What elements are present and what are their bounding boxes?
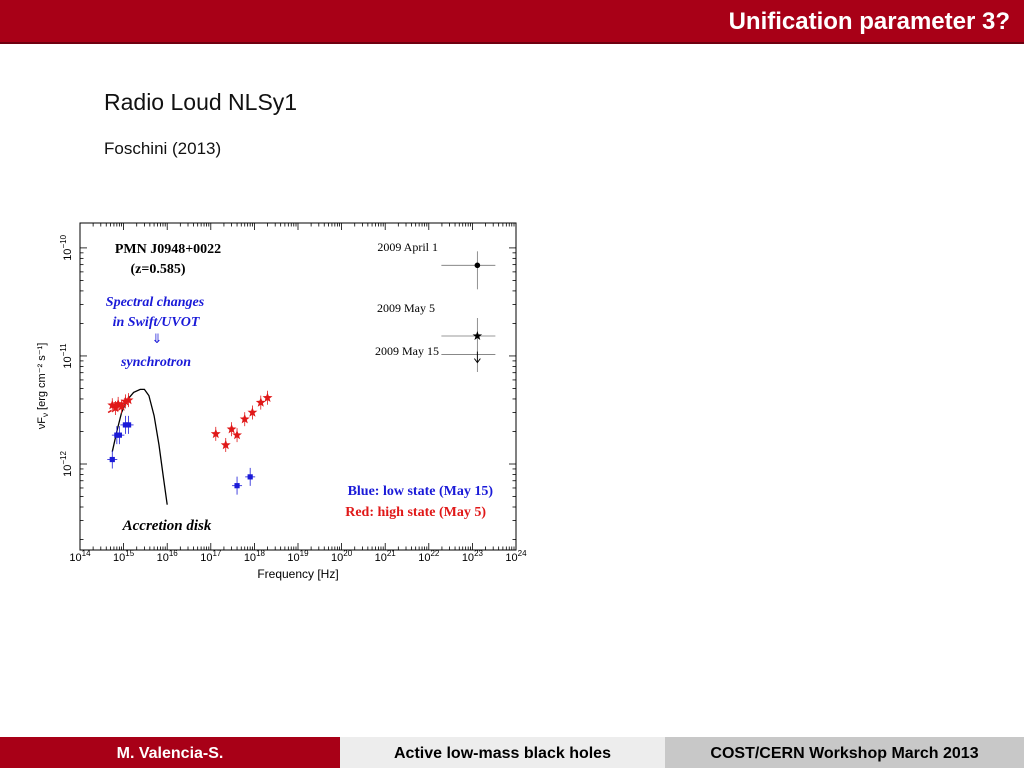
high-state-point bbox=[220, 439, 231, 450]
low-state-point bbox=[234, 483, 240, 489]
y-axis-label: νFν [erg cm⁻² s⁻¹] bbox=[36, 343, 50, 430]
axis-ticks bbox=[79, 223, 517, 550]
footer: M. Valencia-S. Active low-mass black hol… bbox=[0, 737, 1024, 768]
footer-author: M. Valencia-S. bbox=[0, 737, 340, 768]
y-tick-label: 10−10 bbox=[59, 234, 74, 260]
footer-event: COST/CERN Workshop March 2013 bbox=[665, 737, 1024, 768]
low-state-point bbox=[125, 422, 132, 428]
sed-chart: 1014 1015 1016 1017 1018 1019 1020 1021 1022 1023… bbox=[36, 222, 527, 581]
high-state-point bbox=[255, 397, 266, 407]
plot-frame bbox=[79, 222, 517, 551]
slide-heading: Radio Loud NLSy1 bbox=[104, 89, 298, 115]
x-tick-label: 1015 bbox=[113, 549, 135, 564]
y-tick-label: 10−12 bbox=[59, 451, 74, 477]
annotation-swift-uvot: in Swift/UVOT bbox=[113, 315, 201, 330]
legend-upper-limit-arrow bbox=[474, 358, 481, 364]
high-state-label: Red: high state (May 5) bbox=[345, 505, 486, 520]
low-state-points bbox=[107, 415, 256, 495]
low-state-point bbox=[109, 456, 115, 463]
x-tick-label: 1017 bbox=[200, 549, 222, 564]
legend-markers bbox=[441, 251, 496, 372]
x-tick-label: 1021 bbox=[375, 549, 397, 564]
legend-marker-star bbox=[472, 331, 483, 340]
high-state-point bbox=[239, 414, 250, 424]
legend-label-may-5: 2009 May 5 bbox=[377, 301, 435, 315]
high-state-point bbox=[210, 428, 221, 439]
y-tick-label: 10−11 bbox=[59, 343, 74, 369]
accretion-disk-curve bbox=[111, 388, 168, 505]
low-state-point bbox=[116, 432, 122, 438]
annotation-spectral-changes: Spectral changes bbox=[106, 295, 205, 310]
x-tick-label: 1023 bbox=[462, 549, 484, 564]
x-tick-label: 1016 bbox=[157, 549, 179, 564]
source-redshift: (z=0.585) bbox=[130, 262, 185, 277]
title-bar: Unification parameter 3? bbox=[0, 0, 1024, 44]
y-tick-labels: 10−10 10−11 10−12 bbox=[59, 234, 74, 476]
x-tick-labels: 1014 1015 1016 1017 1018 1019 1020 1021 1022 1023… bbox=[69, 549, 527, 564]
x-tick-label: 1024 bbox=[505, 549, 527, 564]
high-state-point bbox=[107, 400, 118, 410]
legend-marker-circle bbox=[474, 262, 481, 269]
low-state-point bbox=[247, 474, 253, 480]
x-axis-label: Frequency [Hz] bbox=[257, 567, 338, 581]
legend-label-may-15: 2009 May 15 bbox=[375, 344, 439, 358]
arrow-icon: ⇓ bbox=[152, 331, 163, 346]
high-state-points bbox=[107, 390, 273, 452]
x-tick-label: 1018 bbox=[244, 549, 266, 564]
source-name: PMN J0948+0022 bbox=[115, 242, 221, 257]
low-state-label: Blue: low state (May 15) bbox=[348, 484, 494, 499]
legend-label-april-1: 2009 April 1 bbox=[377, 240, 438, 254]
x-tick-label: 1019 bbox=[287, 549, 309, 564]
high-state-point bbox=[226, 424, 237, 434]
high-state-point bbox=[120, 396, 131, 406]
x-tick-label: 1022 bbox=[418, 549, 440, 564]
x-tick-label: 1014 bbox=[69, 549, 91, 564]
annotation-synchrotron: synchrotron bbox=[120, 355, 191, 370]
x-tick-label: 1020 bbox=[331, 549, 353, 564]
high-state-point bbox=[113, 398, 124, 409]
footer-topic: Active low-mass black holes bbox=[340, 737, 665, 768]
high-state-point bbox=[232, 429, 242, 440]
annotation-accretion-disk: Accretion disk bbox=[122, 518, 212, 534]
citation: Foschini (2013) bbox=[104, 139, 222, 158]
high-state-point bbox=[116, 401, 127, 411]
high-state-point bbox=[262, 392, 273, 402]
high-state-point bbox=[123, 394, 134, 405]
high-state-point bbox=[247, 407, 258, 417]
slide-title: Unification parameter 3? bbox=[728, 8, 1010, 35]
